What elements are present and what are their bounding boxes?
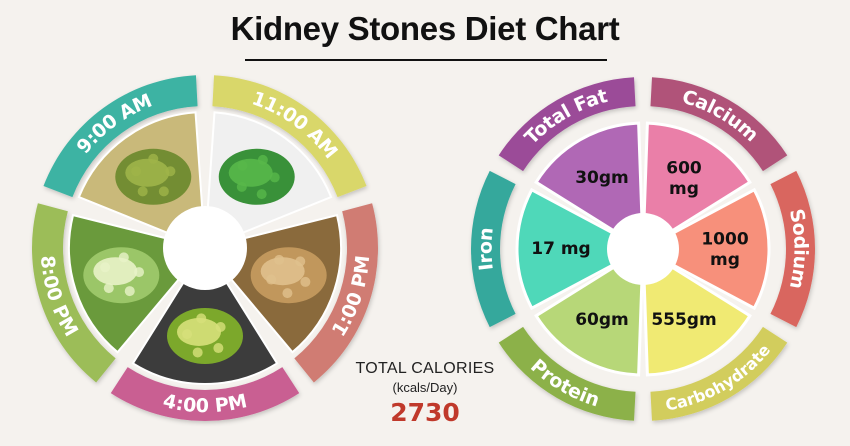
- nutrient-ring-segment: [498, 77, 636, 172]
- green-tea-icon: [131, 246, 279, 385]
- nutrient-ring-segment: [471, 170, 516, 328]
- meal-time-segment: [32, 203, 116, 383]
- total-calories-title: TOTAL CALORIES: [355, 360, 495, 377]
- nutrient-value-label: 1000 mg: [701, 230, 748, 270]
- meal-time-segment: [43, 75, 198, 198]
- meal-wheel-center: [163, 206, 247, 290]
- nutrient-value-slice: [641, 246, 752, 377]
- nutrient-value-slice: [641, 121, 752, 252]
- title-underline: [245, 59, 607, 61]
- nutrient-ring-segment: [650, 326, 788, 421]
- meal-time-segment: [212, 75, 367, 198]
- nutrient-value-label: 60gm: [575, 310, 629, 330]
- nutrient-value-slice: [515, 187, 647, 311]
- meal-time-segment: [110, 367, 300, 422]
- page-title: Kidney Stones Diet Chart: [230, 10, 620, 47]
- nutrient-ring-segment: [498, 326, 636, 421]
- nutrient-value-slice: [639, 187, 771, 311]
- total-calories-block: TOTAL CALORIES (kcals/Day) 2730: [340, 360, 510, 427]
- nutrient-name-label: Iron: [474, 226, 497, 271]
- nutrient-ring-segment: [770, 170, 815, 328]
- meal-time-segment: [294, 203, 378, 383]
- nutrient-wheel-center: [607, 213, 679, 285]
- nutrient-value-label: 600 mg: [666, 159, 702, 199]
- nutrient-ring-segment: [650, 77, 788, 172]
- nutrient-value-slice: [534, 246, 645, 377]
- total-calories-value: 2730: [390, 398, 460, 427]
- nutrient-value-label: 555gm: [651, 310, 716, 330]
- green-peas-icon: [203, 111, 333, 250]
- total-calories-unit: (kcals/Day): [392, 380, 458, 395]
- nutrient-value-label: 17 mg: [531, 239, 590, 259]
- nutrient-value-label: 30gm: [575, 168, 629, 188]
- spinach-paratha-icon: [77, 111, 207, 250]
- nutrient-value-slice: [534, 121, 645, 252]
